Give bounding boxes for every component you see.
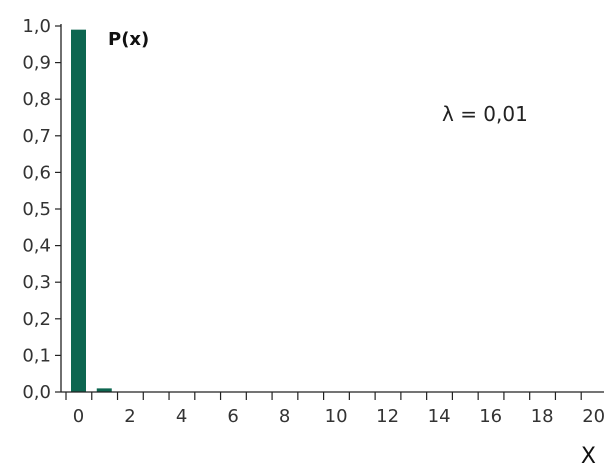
x-tick-label: 4 (176, 406, 187, 427)
bars-group (71, 30, 112, 392)
x-tick-label: 16 (479, 406, 502, 427)
y-tick-label: 0,5 (22, 199, 51, 220)
bar-x-0 (71, 30, 86, 392)
x-tick-label: 14 (428, 406, 451, 427)
y-tick-label: 0,3 (22, 272, 51, 293)
y-tick-label: 1,0 (22, 16, 51, 37)
x-tick-label: 0 (73, 406, 84, 427)
y-axis-label: P(x) (108, 29, 149, 50)
x-tick-label: 8 (279, 406, 290, 427)
y-tick-label: 0,8 (22, 89, 51, 110)
y-tick-label: 0,9 (22, 53, 51, 74)
x-tick-label: 20 (582, 406, 605, 427)
y-tick-label: 0,7 (22, 126, 51, 147)
x-tick-label: 6 (227, 406, 238, 427)
x-tick-label: 12 (376, 406, 399, 427)
y-tick-label: 0,1 (22, 345, 51, 366)
x-axis: 0 2 4 6 8 10 12 14 16 18 20 (61, 392, 605, 427)
x-tick-label: 18 (531, 406, 554, 427)
lambda-annotation: λ = 0,01 (442, 102, 528, 126)
y-tick-label: 0,4 (22, 236, 51, 257)
y-axis: 0,0 0,1 0,2 0,3 0,4 0,5 0,6 0,7 0,8 0,9 1,0 (22, 16, 61, 403)
x-tick-label: 10 (325, 406, 348, 427)
x-axis-label: X (581, 444, 596, 466)
y-tick-label: 0,6 (22, 162, 51, 183)
y-tick-label: 0,2 (22, 309, 51, 330)
x-tick-label: 2 (124, 406, 135, 427)
y-tick-label: 0,0 (22, 382, 51, 403)
